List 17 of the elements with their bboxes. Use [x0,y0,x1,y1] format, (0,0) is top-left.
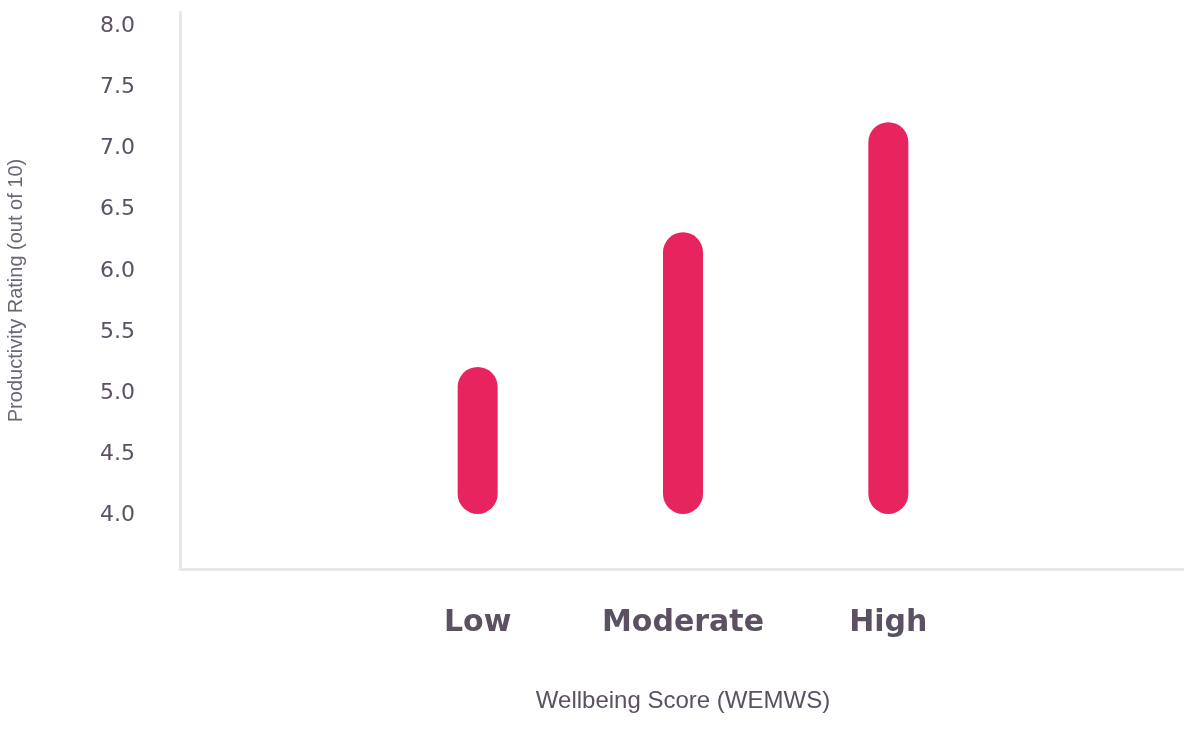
y-tick-label: 5.5 [100,317,135,343]
x-tick-label: Low [443,602,512,638]
y-tick-label: 5.0 [100,378,135,404]
y-axis-title: Productivity Rating (out of 10) [4,158,26,423]
bar [868,122,909,514]
y-tick-label: 4.0 [100,501,135,527]
x-tick-label: High [849,602,928,638]
y-tick-label: 7.0 [100,134,135,160]
y-tick-label: 6.5 [100,195,135,221]
bar [457,367,498,514]
y-tick-label: 6.0 [100,256,135,282]
y-tick-label: 8.0 [100,11,135,37]
y-tick-label: 4.5 [100,440,135,466]
x-axis-title: Wellbeing Score (WEMWS) [535,685,831,713]
x-tick-label: Moderate [601,602,765,638]
y-tick-label: 7.5 [100,72,135,98]
bar [663,232,703,514]
